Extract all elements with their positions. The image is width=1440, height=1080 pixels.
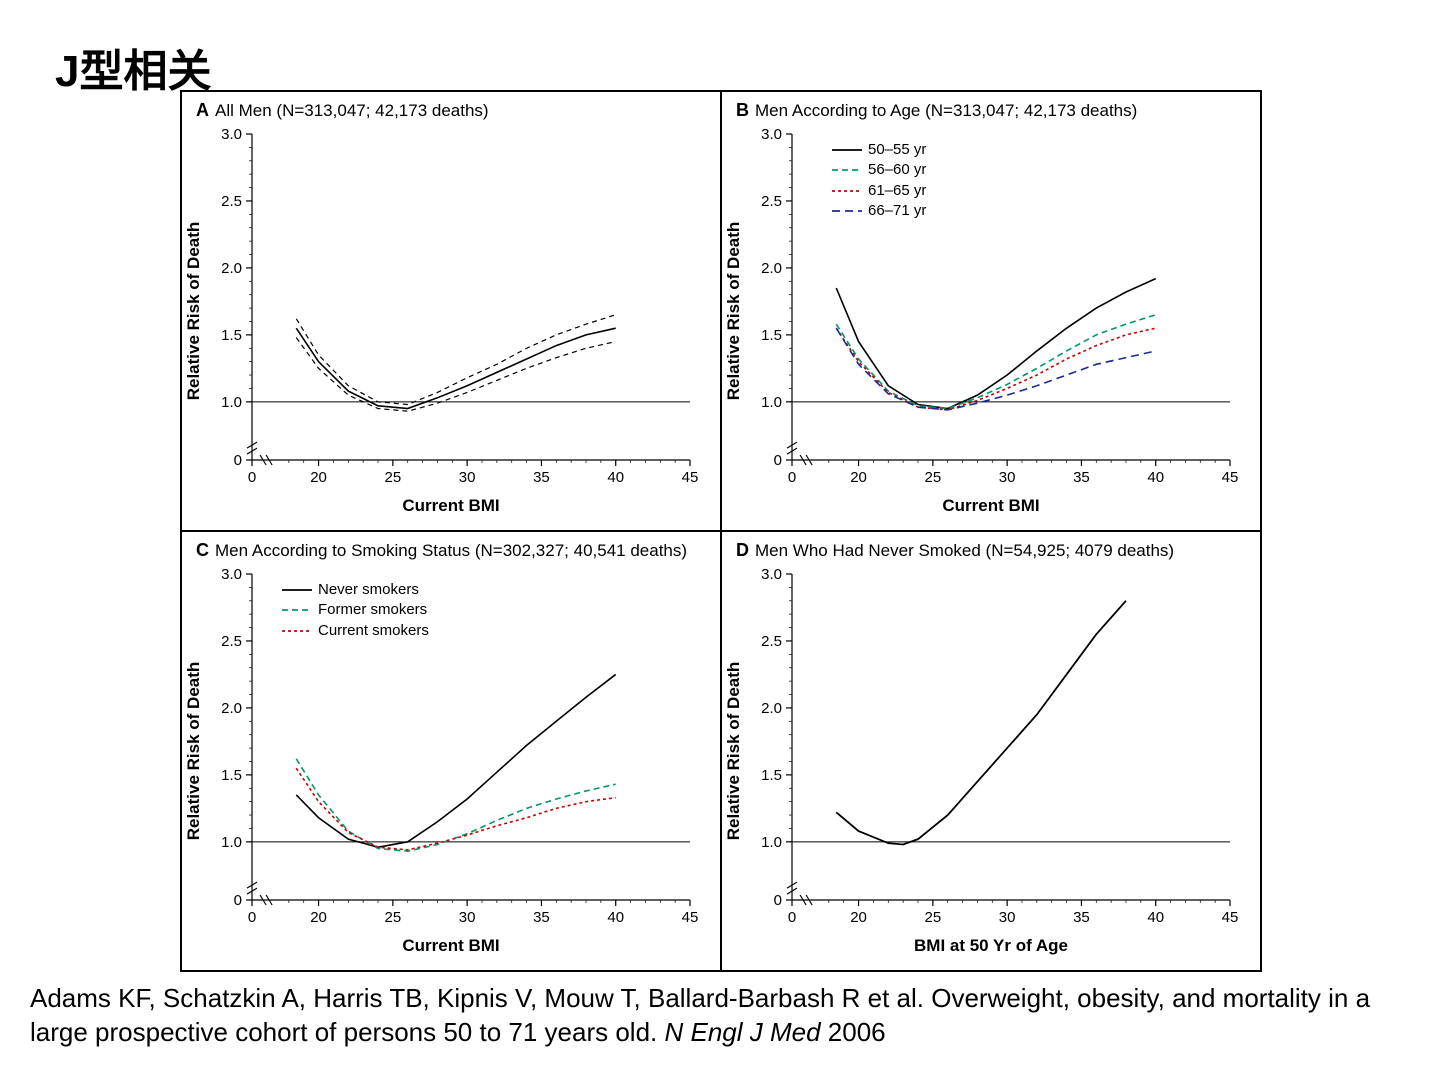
svg-text:25: 25 (385, 469, 402, 486)
panel-a-xlabel: Current BMI (402, 496, 499, 516)
legend-item: Never smokers (282, 580, 429, 600)
svg-text:3.0: 3.0 (221, 566, 242, 583)
legend: Never smokersFormer smokersCurrent smoke… (282, 580, 429, 641)
svg-text:0: 0 (234, 452, 242, 469)
citation: Adams KF, Schatzkin A, Harris TB, Kipnis… (30, 982, 1410, 1050)
svg-text:3.0: 3.0 (761, 126, 782, 143)
legend-item: Former smokers (282, 600, 429, 620)
panel-c: CMen According to Smoking Status (N=302,… (181, 531, 721, 971)
svg-text:0: 0 (248, 909, 256, 926)
legend-label: Never smokers (318, 580, 419, 600)
figure-grid: AAll Men (N=313,047; 42,173 deaths) Rela… (180, 90, 1262, 972)
svg-text:2.5: 2.5 (221, 633, 242, 650)
svg-text:40: 40 (607, 909, 624, 926)
svg-text:1.5: 1.5 (221, 327, 242, 344)
svg-text:20: 20 (310, 909, 327, 926)
svg-text:35: 35 (533, 469, 550, 486)
svg-text:1.5: 1.5 (761, 327, 782, 344)
panel-d-title: DMen Who Had Never Smoked (N=54,925; 407… (736, 540, 1174, 561)
svg-text:45: 45 (1222, 469, 1239, 486)
svg-text:30: 30 (999, 909, 1016, 926)
svg-text:0: 0 (774, 892, 782, 909)
panel-d-ylabel: Relative Risk of Death (724, 662, 744, 841)
citation-journal: N Engl J Med (664, 1017, 827, 1047)
svg-text:2.5: 2.5 (221, 193, 242, 210)
legend-label: 56–60 yr (868, 160, 926, 180)
svg-text:0: 0 (234, 892, 242, 909)
legend-label: 50–55 yr (868, 140, 926, 160)
legend-swatch (832, 143, 862, 157)
svg-text:2.5: 2.5 (761, 633, 782, 650)
svg-text:1.5: 1.5 (221, 767, 242, 784)
svg-text:35: 35 (533, 909, 550, 926)
panel-c-title: CMen According to Smoking Status (N=302,… (196, 540, 687, 561)
svg-text:35: 35 (1073, 909, 1090, 926)
svg-text:0: 0 (248, 469, 256, 486)
svg-text:30: 30 (459, 909, 476, 926)
panel-d: DMen Who Had Never Smoked (N=54,925; 407… (721, 531, 1261, 971)
svg-text:45: 45 (682, 909, 699, 926)
svg-text:45: 45 (1222, 909, 1239, 926)
legend-swatch (282, 603, 312, 617)
legend-item: 50–55 yr (832, 140, 926, 160)
svg-text:0: 0 (788, 469, 796, 486)
svg-text:1.0: 1.0 (761, 394, 782, 411)
panel-c-ylabel: Relative Risk of Death (184, 662, 204, 841)
legend-item: 56–60 yr (832, 160, 926, 180)
panel-b-xlabel: Current BMI (942, 496, 1039, 516)
legend-label: 61–65 yr (868, 181, 926, 201)
legend-swatch (282, 583, 312, 597)
citation-year: 2006 (828, 1017, 886, 1047)
svg-text:45: 45 (682, 469, 699, 486)
svg-text:1.5: 1.5 (761, 767, 782, 784)
panel-a-title: AAll Men (N=313,047; 42,173 deaths) (196, 100, 489, 121)
svg-text:25: 25 (925, 909, 942, 926)
legend-label: 66–71 yr (868, 201, 926, 221)
svg-text:2.5: 2.5 (761, 193, 782, 210)
panel-a-plot: 01.01.52.02.53.00202530354045 (252, 134, 690, 460)
legend-swatch (832, 163, 862, 177)
legend-swatch (282, 624, 312, 638)
svg-text:40: 40 (607, 469, 624, 486)
svg-text:20: 20 (850, 469, 867, 486)
svg-text:2.0: 2.0 (221, 260, 242, 277)
svg-text:25: 25 (925, 469, 942, 486)
panel-b-title: BMen According to Age (N=313,047; 42,173… (736, 100, 1137, 121)
svg-text:25: 25 (385, 909, 402, 926)
svg-text:3.0: 3.0 (221, 126, 242, 143)
legend-label: Current smokers (318, 621, 429, 641)
svg-text:1.0: 1.0 (221, 834, 242, 851)
legend-swatch (832, 204, 862, 218)
svg-text:0: 0 (774, 452, 782, 469)
svg-text:2.0: 2.0 (761, 260, 782, 277)
svg-text:35: 35 (1073, 469, 1090, 486)
panel-c-xlabel: Current BMI (402, 936, 499, 956)
legend: 50–55 yr56–60 yr61–65 yr66–71 yr (832, 140, 926, 221)
svg-text:30: 30 (459, 469, 476, 486)
legend-swatch (832, 184, 862, 198)
svg-text:2.0: 2.0 (221, 700, 242, 717)
svg-text:0: 0 (788, 909, 796, 926)
legend-label: Former smokers (318, 600, 427, 620)
svg-text:1.0: 1.0 (221, 394, 242, 411)
legend-item: 61–65 yr (832, 181, 926, 201)
panel-d-xlabel: BMI at 50 Yr of Age (914, 936, 1068, 956)
svg-text:20: 20 (850, 909, 867, 926)
svg-text:2.0: 2.0 (761, 700, 782, 717)
svg-text:1.0: 1.0 (761, 834, 782, 851)
panel-b-ylabel: Relative Risk of Death (724, 222, 744, 401)
panel-a: AAll Men (N=313,047; 42,173 deaths) Rela… (181, 91, 721, 531)
svg-text:30: 30 (999, 469, 1016, 486)
legend-item: 66–71 yr (832, 201, 926, 221)
panel-d-plot: 01.01.52.02.53.00202530354045 (792, 574, 1230, 900)
panel-a-ylabel: Relative Risk of Death (184, 222, 204, 401)
svg-text:20: 20 (310, 469, 327, 486)
legend-item: Current smokers (282, 621, 429, 641)
panel-b: BMen According to Age (N=313,047; 42,173… (721, 91, 1261, 531)
svg-text:3.0: 3.0 (761, 566, 782, 583)
svg-text:40: 40 (1147, 909, 1164, 926)
svg-text:40: 40 (1147, 469, 1164, 486)
